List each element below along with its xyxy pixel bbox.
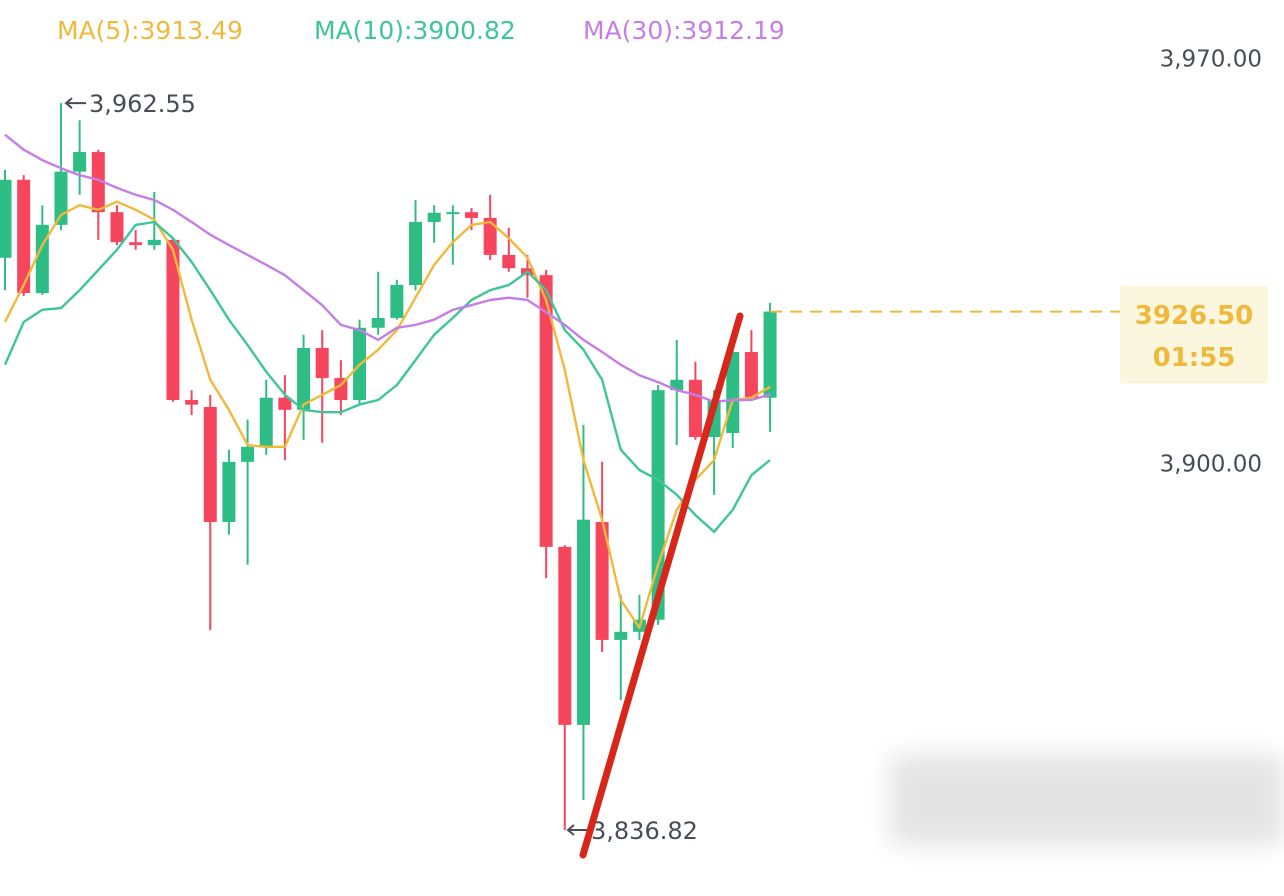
ma-line [3,200,771,629]
candle-body [409,221,423,285]
price-tag-value: 3926.50 [1135,301,1253,331]
candle-body [539,275,553,547]
candle-body [297,347,311,410]
marker-arrow-head [64,97,73,109]
plot: 3,970.00 3,900.00 MA(5):3913.49 MA(10):3900… [0,16,1268,845]
legend-entry: MA(10):3900.82 [314,16,516,45]
smudge [890,755,1284,845]
candle-body [91,152,105,213]
candle-body [483,217,497,255]
candle-body [166,239,180,401]
marker-label: 3,836.82 [591,817,698,845]
candle-body [390,284,404,318]
candle-body [203,406,217,522]
ma-line [3,220,771,533]
y-tick-label: 3,900.00 [1160,451,1262,477]
candle-body [651,390,665,620]
candle-body [35,224,49,294]
candle-body [147,239,161,246]
candle-body [371,317,385,328]
y-tick-label: 3,970.00 [1160,47,1262,73]
candle-body [576,519,590,725]
candle-body [334,378,348,401]
candle-body [670,379,684,391]
marker-label: 3,962.55 [89,90,196,118]
candle-body [259,397,273,447]
candle-body [185,400,199,405]
candle-body [241,446,255,462]
candle-body [744,352,758,398]
high-marker: 3,962.55 [64,90,196,118]
candle-body [688,379,702,438]
candle-body [278,397,292,410]
candle-body [222,461,236,522]
candle-body [502,254,516,269]
candle-body [129,242,143,246]
drawn-trend-line [579,312,744,859]
price-tag-countdown: 01:55 [1153,343,1236,373]
candle-body [595,521,609,640]
legend-entry: MA(30):3912.19 [583,16,785,45]
candle-body [446,212,460,215]
price-tag [1120,285,1268,384]
candle-body [763,311,777,398]
legend-entry: MA(5):3913.49 [57,16,243,45]
candle-body [558,546,572,725]
candle-body [17,179,31,294]
candle-body [0,179,12,258]
candle-body [73,152,87,172]
low-marker: 3,836.82 [566,817,698,845]
candle-body [54,171,68,225]
candle-body [315,347,329,379]
candle-body [427,212,441,222]
marker-arrow-head [566,824,575,836]
candle-body [110,212,124,243]
ma-line [4,133,771,403]
candle-body [465,212,478,218]
candle-body [614,631,628,640]
